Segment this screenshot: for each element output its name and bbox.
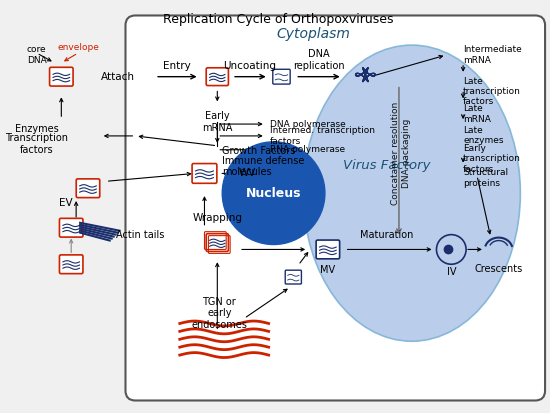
FancyBboxPatch shape xyxy=(50,67,73,86)
Text: Cytoplasm: Cytoplasm xyxy=(276,27,350,41)
FancyBboxPatch shape xyxy=(273,69,290,84)
Text: TGN or
early
endosomes: TGN or early endosomes xyxy=(191,297,247,330)
Text: Late
mRNA: Late mRNA xyxy=(463,104,491,124)
Text: Late
transcription
factors: Late transcription factors xyxy=(463,77,521,107)
Text: Early
transcription
factors: Early transcription factors xyxy=(463,144,521,173)
FancyBboxPatch shape xyxy=(192,164,217,183)
Text: Intermediate
mRNA: Intermediate mRNA xyxy=(463,45,522,65)
Text: IV: IV xyxy=(447,267,456,277)
FancyBboxPatch shape xyxy=(206,234,228,252)
FancyBboxPatch shape xyxy=(59,255,83,274)
Text: Replication Cycle of Orthopoxviruses: Replication Cycle of Orthopoxviruses xyxy=(163,14,394,26)
Text: Early
mRNA: Early mRNA xyxy=(202,111,233,133)
Text: Uncoating: Uncoating xyxy=(223,61,277,71)
FancyBboxPatch shape xyxy=(316,240,339,259)
Text: Transcription
factors: Transcription factors xyxy=(5,133,68,154)
Text: Immune defense
molecules: Immune defense molecules xyxy=(222,156,305,177)
Text: Intermed. transcription
factors: Intermed. transcription factors xyxy=(270,126,375,146)
Text: Concatamer resolution: Concatamer resolution xyxy=(390,102,399,205)
Text: DNA packaging: DNA packaging xyxy=(403,119,411,188)
Text: RNA polymerase: RNA polymerase xyxy=(270,145,345,154)
Text: MV: MV xyxy=(320,265,336,275)
Text: WV: WV xyxy=(239,169,256,178)
Circle shape xyxy=(222,142,325,244)
Text: Growth Factors: Growth Factors xyxy=(222,146,295,156)
FancyBboxPatch shape xyxy=(59,218,83,237)
Text: Virus Factory: Virus Factory xyxy=(343,159,431,172)
Text: Maturation: Maturation xyxy=(360,230,414,240)
FancyBboxPatch shape xyxy=(76,179,100,197)
FancyBboxPatch shape xyxy=(285,270,301,284)
Text: Late
enzymes: Late enzymes xyxy=(463,126,504,145)
Text: Actin tails: Actin tails xyxy=(116,230,164,240)
Ellipse shape xyxy=(303,45,520,341)
Text: Enzymes: Enzymes xyxy=(15,124,58,134)
FancyBboxPatch shape xyxy=(206,68,228,85)
Text: Attach: Attach xyxy=(101,72,135,82)
Text: Wrapping: Wrapping xyxy=(192,213,243,223)
Text: EV: EV xyxy=(59,198,73,208)
Text: envelope: envelope xyxy=(57,43,99,52)
Text: core
DNA: core DNA xyxy=(27,45,47,65)
Text: DNA
replication: DNA replication xyxy=(293,49,345,71)
Text: DNA polymerase: DNA polymerase xyxy=(270,120,345,128)
FancyBboxPatch shape xyxy=(125,15,545,401)
Text: Structural
proteins: Structural proteins xyxy=(463,169,508,188)
Text: Crescents: Crescents xyxy=(475,264,523,274)
Text: Nucleus: Nucleus xyxy=(246,187,301,199)
Text: Entry: Entry xyxy=(163,61,191,71)
